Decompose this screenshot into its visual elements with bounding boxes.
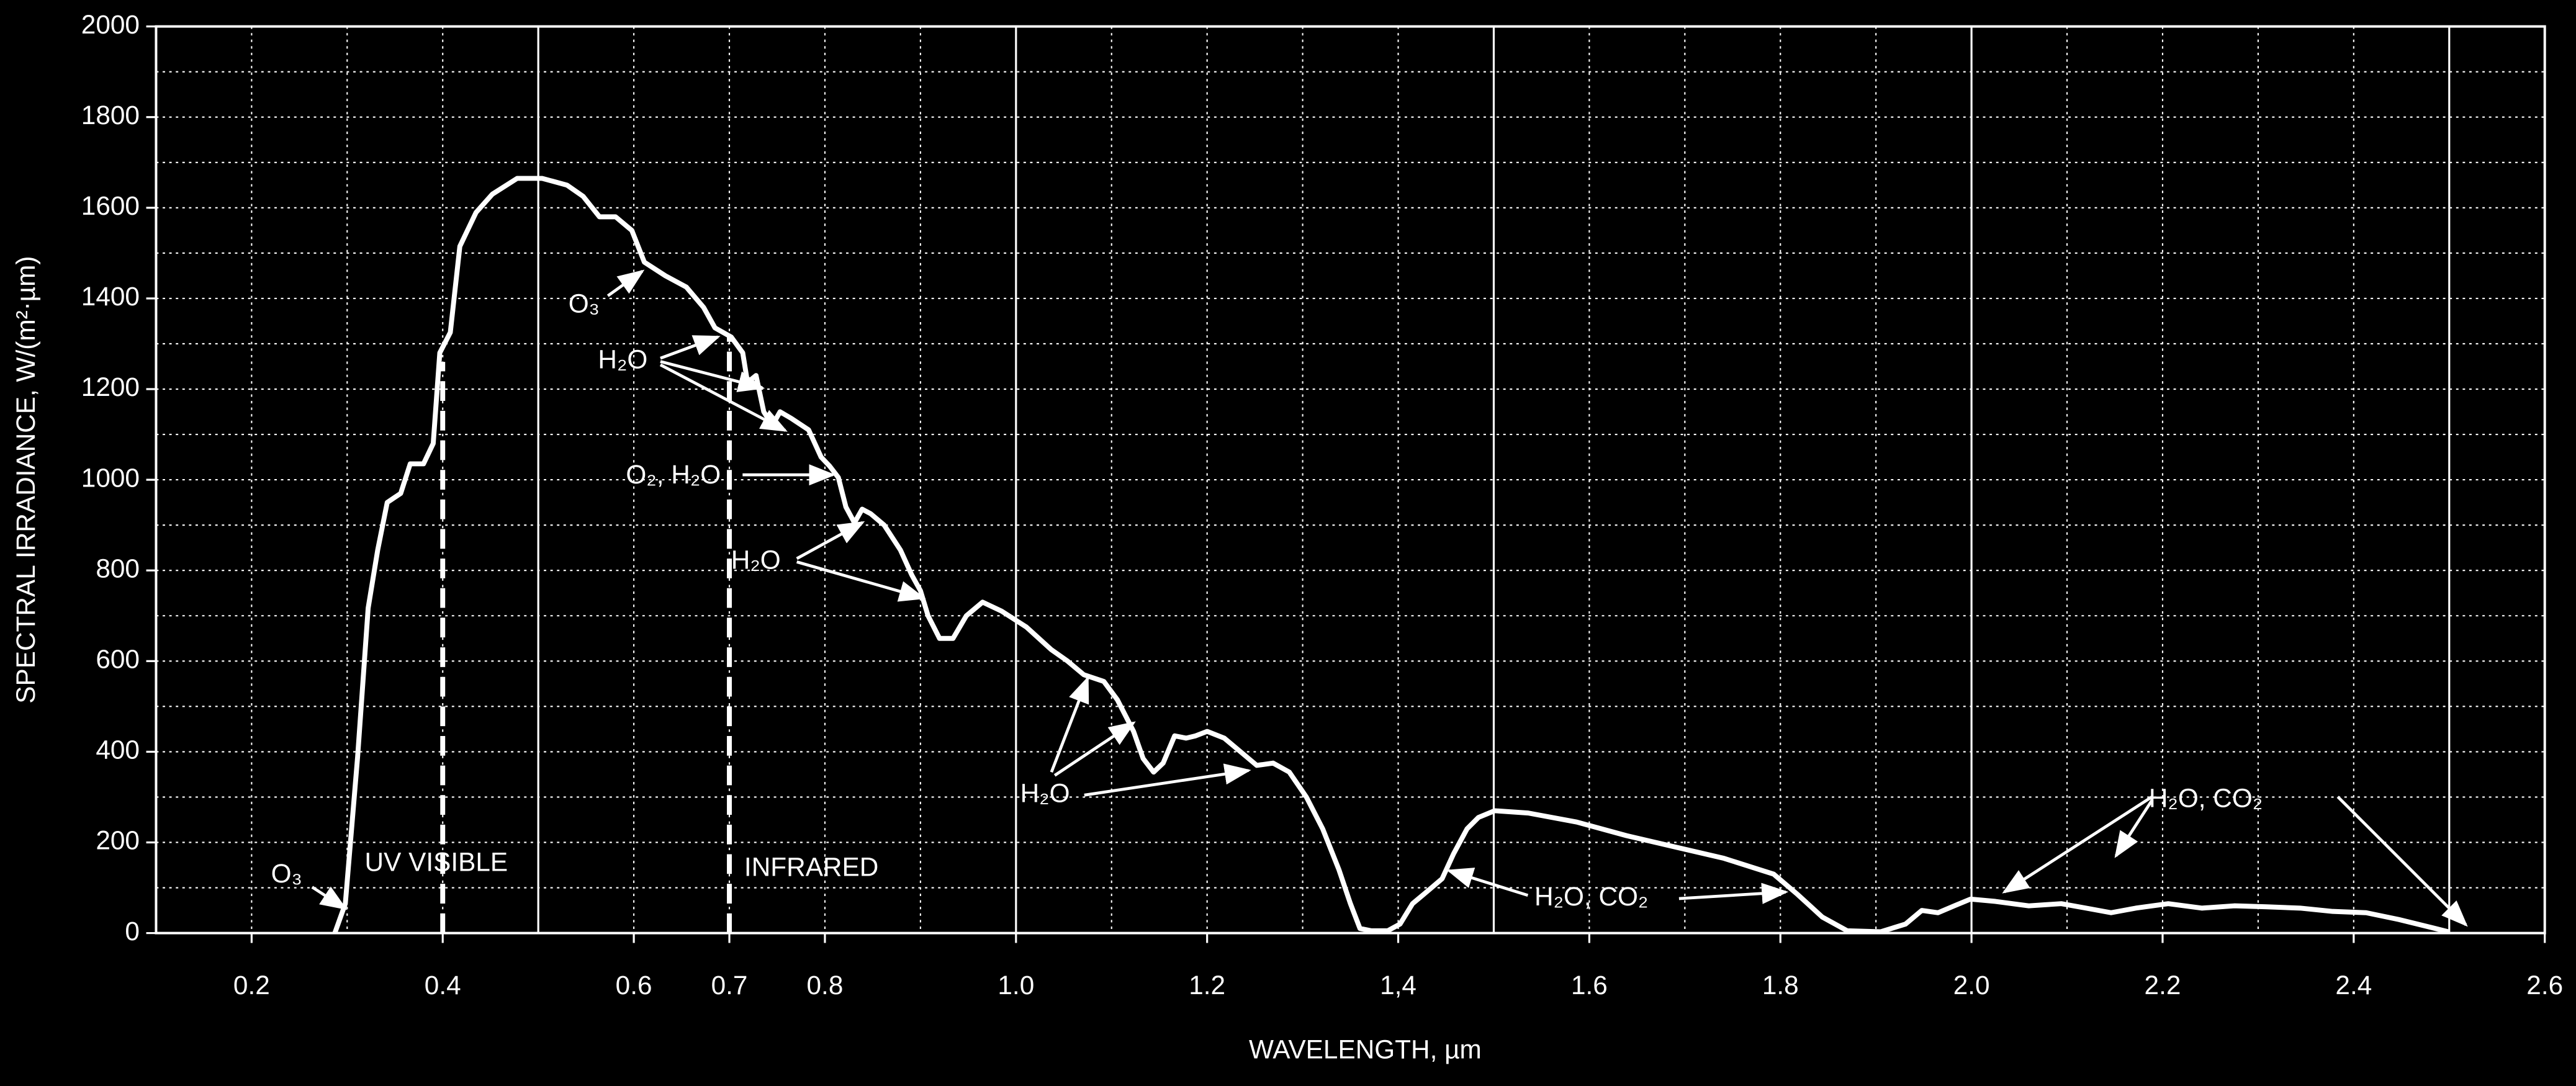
x-tick-label: 0.6 — [616, 971, 652, 1000]
x-tick-label: 0.7 — [711, 971, 748, 1000]
y-tick-label: 2000 — [81, 10, 140, 39]
y-tick-label: 1400 — [81, 282, 140, 311]
annotation-label: H₂O, CO₂ — [2149, 783, 2263, 812]
y-tick-label: 1000 — [81, 463, 140, 492]
annotation-arrow — [606, 269, 645, 297]
annotation-arrow — [2002, 795, 2153, 894]
annotation-label: O₃ — [569, 289, 600, 318]
region-label: UV VISIBLE — [365, 848, 508, 877]
x-tick-label: 1.6 — [1571, 971, 1608, 1000]
x-tick-label: 1.2 — [1189, 971, 1225, 1000]
annotation-arrow — [660, 335, 721, 360]
annotation-arrow — [311, 886, 348, 910]
annotation-label: H₂O — [731, 545, 781, 575]
annotation-label: H₂O, CO₂ — [1534, 882, 1648, 911]
x-tick-label: 0.2 — [233, 971, 270, 1000]
x-axis-label: WAVELENGTH, µm — [1249, 1034, 1482, 1064]
region-label: INFRARED — [744, 853, 878, 882]
annotation-arrow — [659, 363, 788, 432]
annotation-arrow — [1050, 676, 1089, 773]
annotation-arrow — [1678, 882, 1789, 904]
spectrum-line — [332, 176, 2449, 935]
x-tick-label: 0.4 — [425, 971, 461, 1000]
y-tick-label: 1600 — [81, 191, 140, 220]
y-tick-label: 800 — [96, 554, 140, 583]
y-tick-label: 1800 — [81, 101, 140, 130]
annotation-label: H₂O — [1020, 778, 1070, 807]
annotation-arrow — [660, 360, 765, 392]
annotation-arrow — [796, 560, 926, 602]
y-tick-label: 1200 — [81, 372, 140, 402]
x-tick-label: 1.8 — [1762, 971, 1799, 1000]
y-axis-label: SPECTRAL IRRADIANCE, W/(m²·µm) — [11, 256, 40, 703]
annotation-arrow — [1084, 763, 1251, 797]
x-tick-label: 2.4 — [2335, 971, 2372, 1000]
x-tick-label: 2.6 — [2526, 971, 2563, 1000]
annotation-arrow — [1053, 721, 1136, 777]
annotation-label: H₂O — [598, 345, 647, 374]
x-tick-label: 1.0 — [998, 971, 1034, 1000]
annotation-arrow — [2336, 796, 2468, 927]
annotation-arrow — [796, 521, 865, 560]
x-tick-label: 2.0 — [1953, 971, 1990, 1000]
x-tick-label: 0.8 — [807, 971, 844, 1000]
x-tick-label: 1,4 — [1380, 971, 1416, 1000]
annotation-label: O₃ — [271, 859, 302, 888]
y-tick-label: 200 — [96, 826, 140, 855]
annotation-label: O₂, H₂O — [626, 460, 721, 489]
y-tick-label: 400 — [96, 735, 140, 765]
y-tick-label: 0 — [125, 917, 140, 946]
annotation-arrow — [2114, 799, 2154, 858]
annotation-arrow — [1446, 868, 1529, 897]
y-tick-label: 600 — [96, 644, 140, 673]
x-tick-label: 2.2 — [2145, 971, 2181, 1000]
